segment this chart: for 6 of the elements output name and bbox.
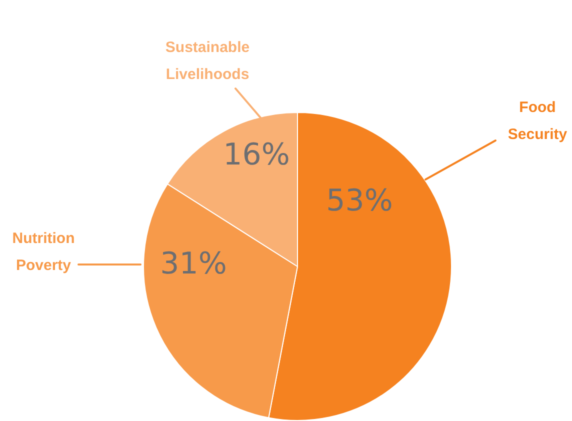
data-label: 16% — [223, 137, 290, 172]
data-label: 53% — [326, 183, 393, 218]
slice-label: Nutrition Poverty — [12, 230, 75, 274]
data-label: 31% — [160, 246, 227, 282]
slice-label: Sustainable Livelihoods — [165, 39, 250, 84]
slice-label: Food Security — [508, 99, 568, 144]
